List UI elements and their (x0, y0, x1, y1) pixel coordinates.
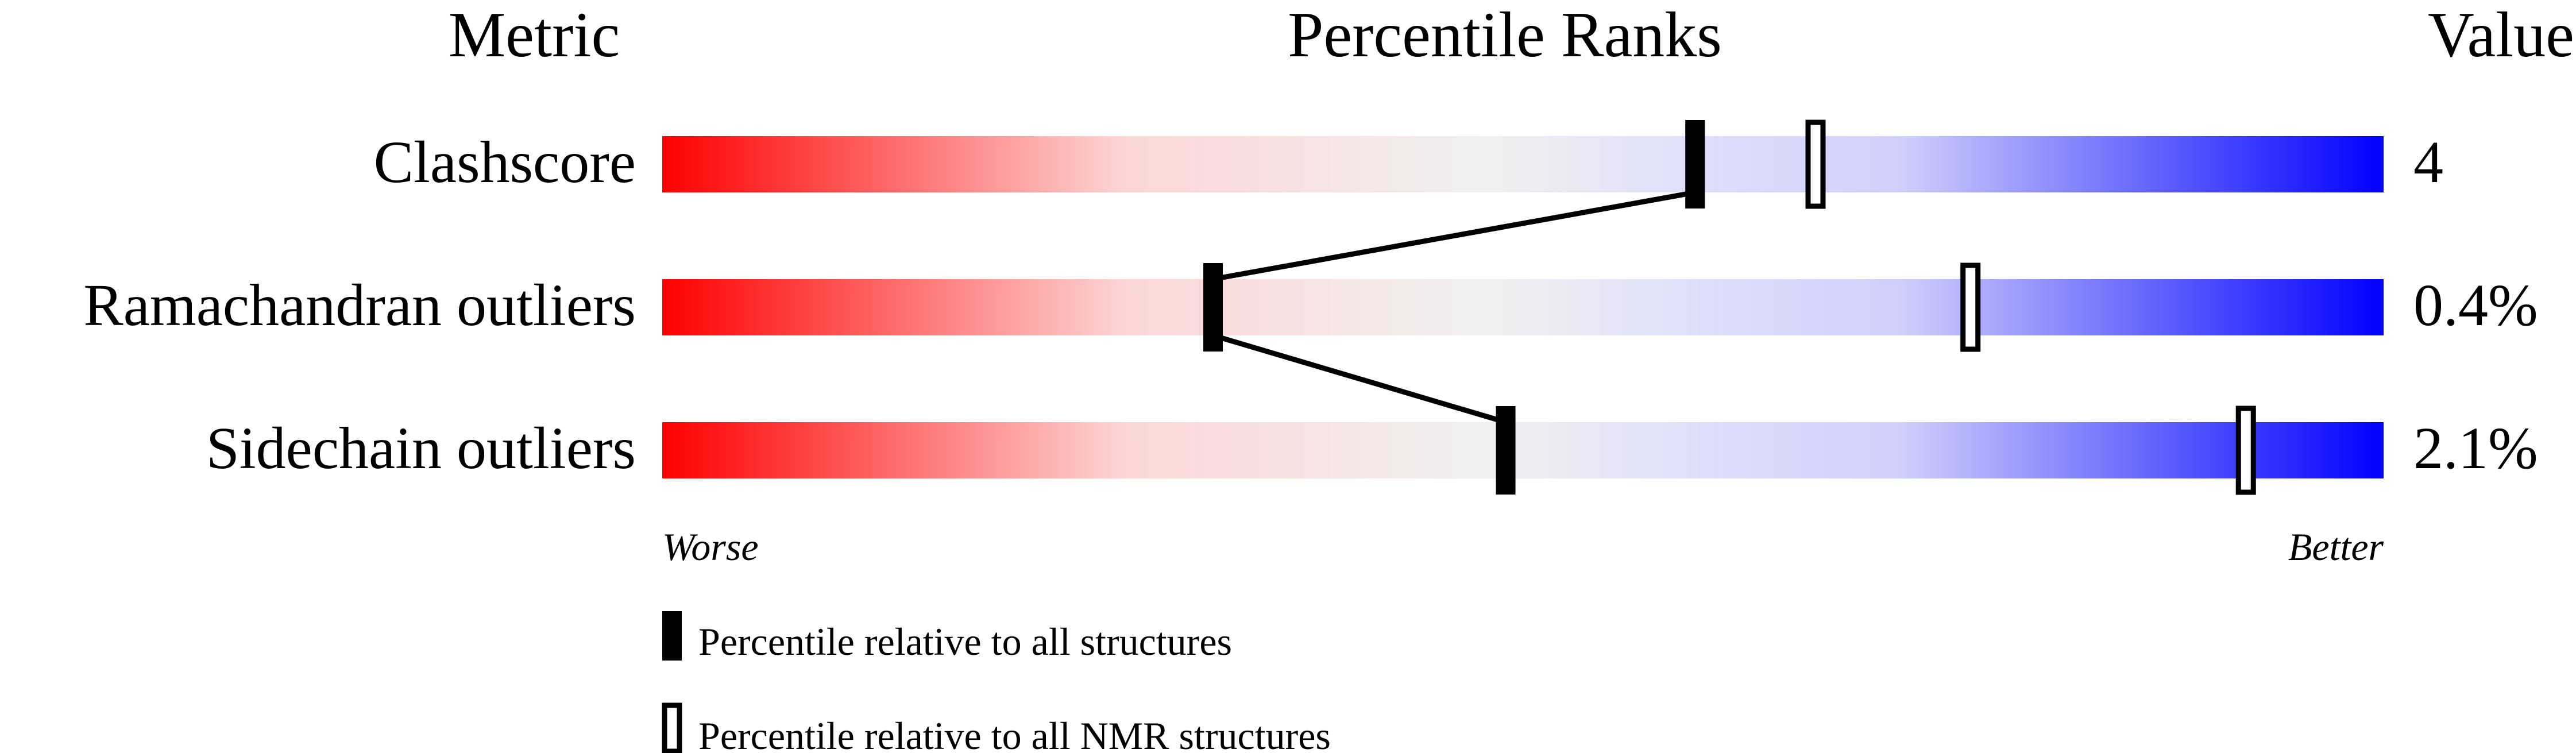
percentile-all-marker (1685, 120, 1705, 208)
percentile-nmr-marker (1960, 262, 1981, 352)
percentile-bar (662, 136, 2384, 192)
legend-label-all: Percentile relative to all structures (698, 620, 1232, 663)
scale-label-worse: Worse (662, 525, 759, 569)
percentile-bar (662, 279, 2384, 335)
percentile-nmr-marker (1805, 119, 1826, 209)
header-value: Value (2428, 0, 2574, 71)
percentile-nmr-marker (2235, 406, 2256, 495)
metric-label: Sidechain outliers (206, 415, 636, 481)
percentile-all-marker (1203, 263, 1223, 352)
connector-line (1212, 333, 1507, 425)
percentile-all-marker (1496, 406, 1516, 495)
scale-label-better: Better (2288, 525, 2384, 569)
header-percentile-ranks: Percentile Ranks (1288, 0, 1722, 71)
legend-open-marker (662, 702, 682, 753)
percentile-bar (662, 422, 2384, 478)
metric-label: Clashscore (374, 129, 636, 195)
legend-label-nmr: Percentile relative to all NMR structure… (698, 714, 1331, 753)
metric-label: Ramachandran outliers (83, 272, 636, 338)
legend-filled-marker (662, 611, 682, 661)
connector-line (1212, 190, 1696, 282)
metric-value: 0.4% (2413, 272, 2538, 338)
metric-value: 2.1% (2413, 415, 2538, 481)
header-metric: Metric (449, 0, 620, 71)
metric-value: 4 (2413, 129, 2443, 195)
